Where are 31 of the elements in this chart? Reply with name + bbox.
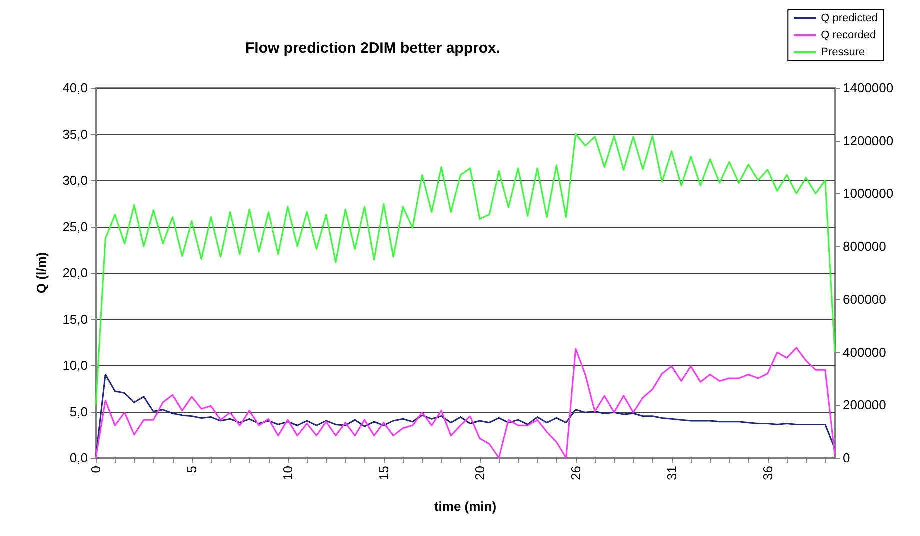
x-tick-label: 5 xyxy=(184,466,200,474)
y2-tick-label: 1000000 xyxy=(843,186,894,202)
line-series xyxy=(95,133,836,406)
y-tick-label: 30,0 xyxy=(62,173,88,188)
x-axis-title: time (min) xyxy=(434,499,497,514)
x-tick-label: 15 xyxy=(376,466,392,480)
y-tick-label: 25,0 xyxy=(62,219,88,234)
y-tick-label: 20,0 xyxy=(62,266,88,280)
y2-tick-label: 400000 xyxy=(843,344,886,360)
y2-tick-label: 200000 xyxy=(843,398,886,413)
x-tick-label: 20 xyxy=(472,466,488,480)
y-axis-title: Q (l/m) xyxy=(34,252,49,294)
y2-tick-label: 800000 xyxy=(843,239,886,254)
chart-title: Flow prediction 2DIM better approx. xyxy=(245,40,501,57)
y-tick-label: 0,0 xyxy=(70,450,88,466)
y2-tick-label: 1200000 xyxy=(843,133,894,148)
y-tick-label: 10,0 xyxy=(62,358,88,373)
y2-tick-label: 600000 xyxy=(843,292,886,307)
legend-label: Q predicted xyxy=(821,12,878,24)
y2-tick-label: 1400000 xyxy=(843,80,894,96)
x-tick-label: 26 xyxy=(568,466,584,480)
legend-label: Q recorded xyxy=(821,30,876,42)
y-tick-label: 40,0 xyxy=(62,80,88,96)
legend-label: Pressure xyxy=(821,46,866,58)
y-tick-label: 15,0 xyxy=(62,312,88,327)
x-tick-label: 36 xyxy=(760,466,776,480)
x-tick-label: 0 xyxy=(88,466,104,474)
y-tick-label: 35,0 xyxy=(62,126,88,142)
y-tick-label: 5,0 xyxy=(70,404,88,420)
x-tick-label: 31 xyxy=(664,466,680,480)
x-tick-label: 10 xyxy=(280,466,296,480)
